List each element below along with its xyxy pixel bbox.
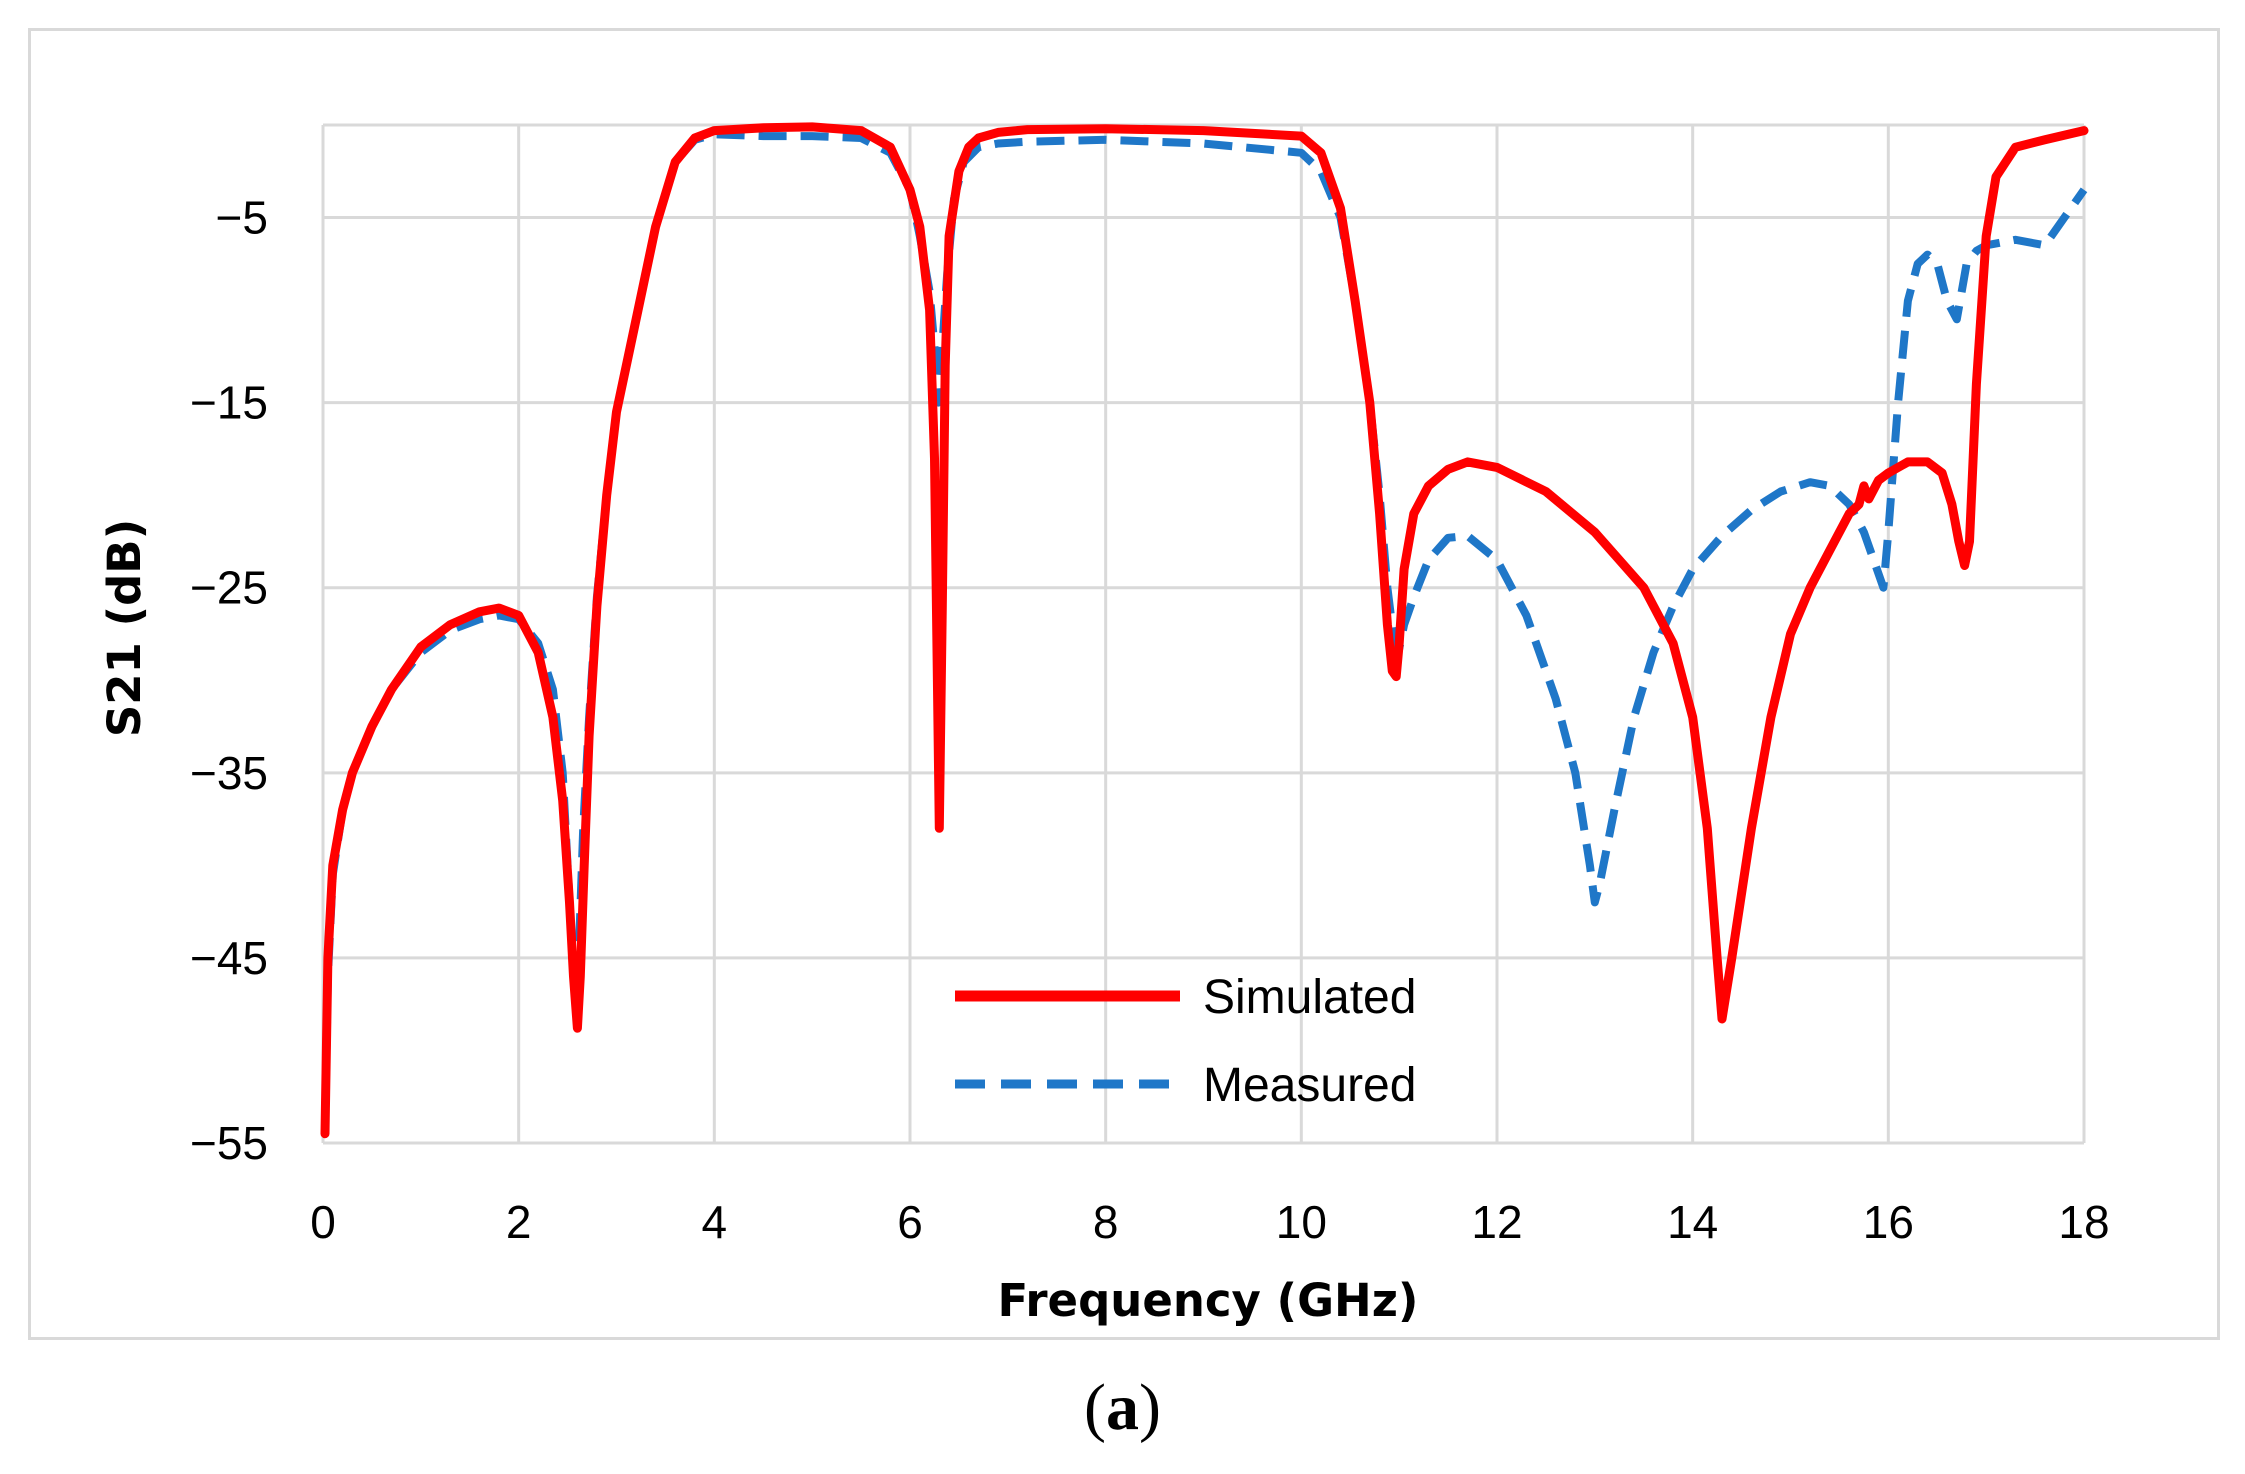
panel-label: (a) [0, 1370, 2245, 1446]
x-tick-label: 8 [1093, 1196, 1119, 1248]
x-tick-label: 4 [702, 1196, 728, 1248]
x-tick-label: 12 [1471, 1196, 1522, 1248]
y-axis-title: S21 (dB) [98, 519, 151, 737]
y-tick-label: −5 [216, 192, 268, 244]
x-tick-label: 18 [2058, 1196, 2109, 1248]
legend-label-simulated: Simulated [1203, 971, 1416, 1024]
legend-label-measured: Measured [1203, 1059, 1416, 1112]
legend: Simulated Measured [955, 971, 1416, 1112]
series-layer [320, 122, 2089, 1139]
y-tick-label: −45 [190, 932, 268, 984]
panel-label-letter: a [1106, 1371, 1139, 1444]
y-tick-label: −25 [190, 562, 268, 614]
x-tick-label: 10 [1276, 1196, 1327, 1248]
x-tick-label: 2 [506, 1196, 532, 1248]
grid-layer [321, 123, 2086, 1145]
y-tick-labels: −55 −45 −35 −25 −15 −5 [190, 192, 268, 1169]
panel-label-close: ) [1139, 1371, 1161, 1444]
y-tick-label: −35 [190, 747, 268, 799]
y-tick-label: −15 [190, 377, 268, 429]
series-line-simulated [320, 122, 2089, 1139]
x-tick-label: 14 [1667, 1196, 1718, 1248]
x-tick-label: 16 [1863, 1196, 1914, 1248]
x-axis-title: Frequency (GHz) [998, 1274, 1419, 1327]
x-tick-label: 6 [897, 1196, 923, 1248]
x-tick-labels: 0 2 4 6 8 10 12 14 16 18 [310, 1196, 2109, 1248]
y-tick-label: −55 [190, 1117, 268, 1169]
panel-label-open: ( [1084, 1371, 1106, 1444]
x-tick-label: 0 [310, 1196, 336, 1248]
